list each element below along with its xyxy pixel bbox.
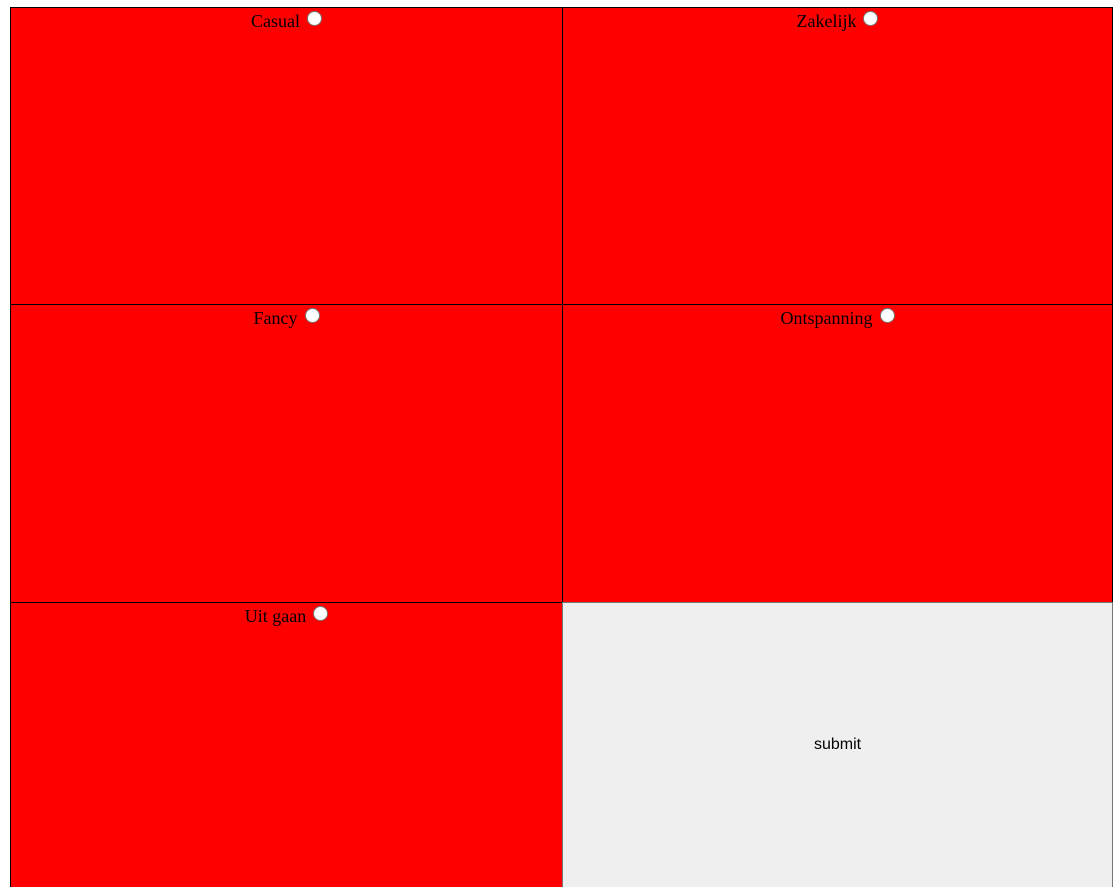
option-label: Fancy xyxy=(253,308,298,328)
option-card-zakelijk: Zakelijk xyxy=(562,7,1113,305)
radio-ontspanning[interactable] xyxy=(879,308,895,323)
radio-fancy[interactable] xyxy=(304,308,320,323)
radio-casual[interactable] xyxy=(307,11,322,26)
option-card-casual: Casual xyxy=(10,7,563,305)
option-label: Zakelijk xyxy=(796,11,857,31)
radio-zakelijk[interactable] xyxy=(863,11,879,26)
option-label: Uit gaan xyxy=(244,606,307,626)
submit-button[interactable]: submit xyxy=(562,602,1113,887)
choice-grid: Casual Zakelijk Fancy Ontspanning Uit ga… xyxy=(10,7,1113,887)
radio-uit-gaan[interactable] xyxy=(313,606,329,621)
option-card-uit-gaan: Uit gaan xyxy=(10,602,563,887)
option-label: Ontspanning xyxy=(780,308,873,328)
option-label-row: Zakelijk xyxy=(563,11,1112,31)
option-card-fancy: Fancy xyxy=(10,304,563,603)
option-label: Casual xyxy=(251,11,300,31)
option-label-row: Casual xyxy=(11,11,562,31)
option-label-row: Ontspanning xyxy=(563,308,1112,328)
option-card-ontspanning: Ontspanning xyxy=(562,304,1113,603)
option-label-row: Fancy xyxy=(11,308,562,328)
submit-label: submit xyxy=(813,736,862,753)
option-label-row: Uit gaan xyxy=(11,606,562,626)
